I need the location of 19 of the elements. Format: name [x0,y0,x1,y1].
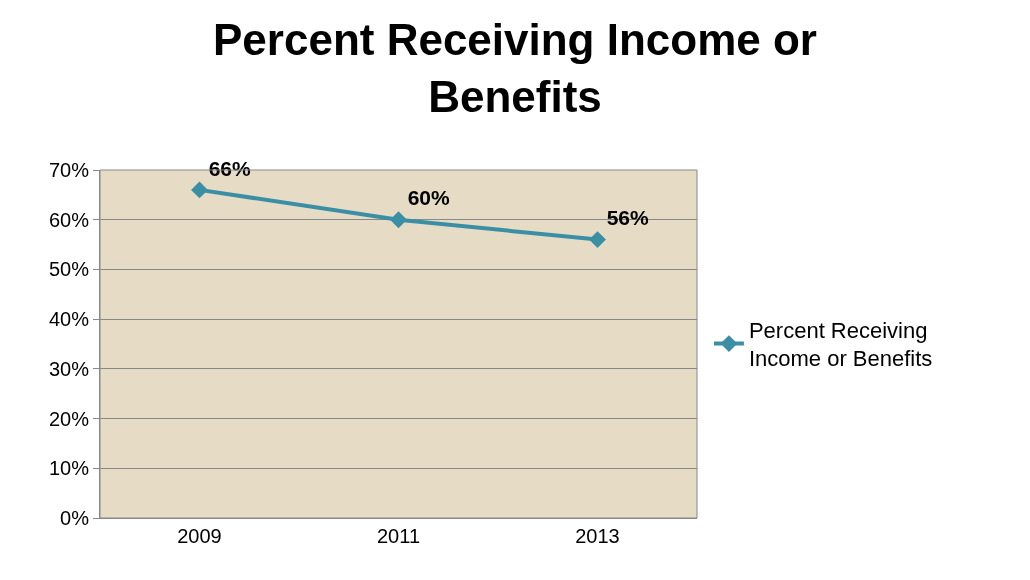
y-tick-label: 60% [48,208,90,231]
point [589,231,606,249]
chart-title: Percent Receiving Income or Benefits [213,15,817,122]
y-tick-label: 40% [48,308,90,331]
point [191,181,208,199]
data-label: 60% [407,186,450,210]
y-tick-label: 0% [60,507,90,529]
data-label: 56% [606,206,649,230]
y-tick-label: 10% [48,457,90,480]
y-tick-label: 50% [48,258,90,281]
y-tick-label: 30% [48,357,90,380]
y-tick-label: 70% [48,159,90,181]
data-label: 66% [208,156,251,180]
y-tick-label: 20% [48,407,90,430]
point [390,211,407,229]
x-tick-label: 2013 [575,525,620,547]
legend-label: Percent Receiving Income or Benefits [748,317,933,372]
x-tick-label: 2009 [177,525,222,547]
x-tick-label: 2011 [376,525,421,547]
